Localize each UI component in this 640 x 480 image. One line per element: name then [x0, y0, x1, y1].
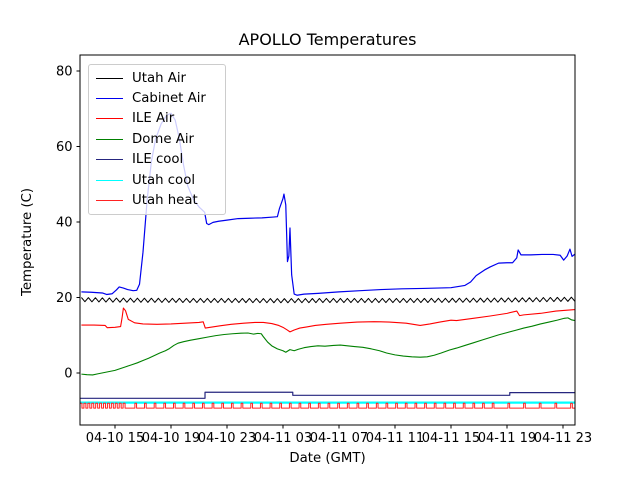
x-tick-label: 04-11 11: [366, 431, 424, 446]
legend-item: Cabinet Air: [96, 88, 216, 108]
legend-item-label: Dome Air: [132, 131, 194, 147]
legend-item-label: Utah Air: [132, 70, 187, 86]
x-tick-label: 04-10 15: [86, 431, 144, 446]
legend-item-label: Utah cool: [132, 172, 196, 188]
legend-item: Dome Air: [96, 129, 216, 149]
series-line-utah-air: [81, 296, 575, 304]
chart-title: APOLLO Temperatures: [238, 30, 417, 49]
legend-line-sample: [96, 98, 123, 100]
legend-item: ILE Air: [96, 109, 216, 129]
legend-item-label: ILE cool: [132, 152, 184, 168]
legend-line-sample: [96, 118, 123, 120]
legend-line-sample: [96, 179, 123, 181]
y-tick-label: 40: [56, 216, 73, 231]
legend-item: Utah heat: [96, 190, 216, 210]
y-tick-label: 0: [64, 367, 72, 382]
y-axis-label: Temperature (C): [20, 187, 35, 296]
series-group: [80, 112, 575, 409]
legend-line-sample: [96, 77, 123, 79]
legend: Utah Air Cabinet Air ILE Air Dome Air ILE co…: [88, 64, 226, 215]
x-tick-label: 04-10 19: [142, 431, 200, 446]
y-tick-label: 80: [56, 65, 73, 80]
series-line-utah-heat: [80, 402, 575, 409]
legend-line-sample: [96, 200, 123, 202]
plot-frame: [79, 54, 576, 426]
legend-item-label: Cabinet Air: [132, 91, 206, 107]
x-tick-label: 04-11 07: [310, 431, 368, 446]
legend-item: Utah Air: [96, 68, 216, 88]
series-line-ile-cool: [80, 391, 575, 399]
series-line-ile-air: [81, 307, 575, 333]
legend-line-sample: [96, 159, 123, 161]
legend-item-label: Utah heat: [132, 193, 198, 209]
x-tick-label: 04-11 03: [254, 431, 312, 446]
x-tick-label: 04-11 23: [534, 431, 592, 446]
legend-item-label: ILE Air: [132, 111, 175, 127]
x-tick-label: 04-11 19: [478, 431, 536, 446]
legend-item: Utah cool: [96, 170, 216, 190]
series-line-cabinet-air: [81, 112, 575, 296]
legend-line-sample: [96, 138, 123, 140]
y-tick-label: 20: [56, 291, 73, 306]
series-line-dome-air: [81, 317, 575, 376]
legend-item: ILE cool: [96, 150, 216, 170]
x-axis-label: Date (GMT): [289, 451, 366, 466]
x-tick-label: 04-10 23: [198, 431, 256, 446]
y-tick-label: 60: [56, 140, 73, 155]
x-tick-label: 04-11 15: [422, 431, 480, 446]
